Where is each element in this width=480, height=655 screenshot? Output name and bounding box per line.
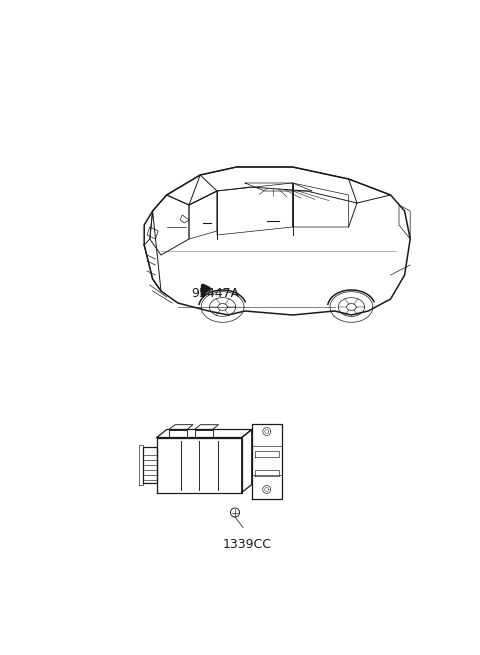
Text: 1339CC: 1339CC xyxy=(223,538,272,552)
FancyArrowPatch shape xyxy=(203,286,209,295)
Text: 95447A: 95447A xyxy=(191,287,239,300)
